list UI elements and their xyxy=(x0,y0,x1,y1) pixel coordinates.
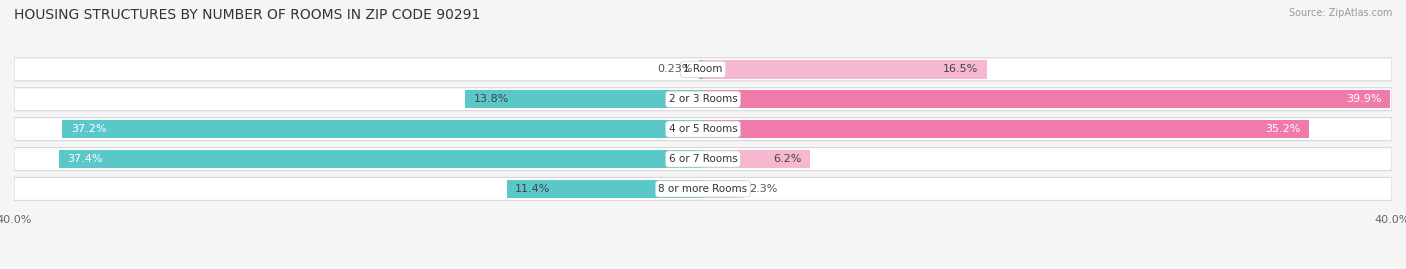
Text: 1 Room: 1 Room xyxy=(683,64,723,74)
FancyBboxPatch shape xyxy=(14,177,1392,200)
Text: 11.4%: 11.4% xyxy=(515,184,551,194)
Text: 35.2%: 35.2% xyxy=(1265,124,1301,134)
Text: 6 or 7 Rooms: 6 or 7 Rooms xyxy=(669,154,737,164)
Text: 37.2%: 37.2% xyxy=(70,124,107,134)
Text: 37.4%: 37.4% xyxy=(67,154,103,164)
Bar xyxy=(62,120,703,138)
Text: 39.9%: 39.9% xyxy=(1346,94,1382,104)
Text: 4 or 5 Rooms: 4 or 5 Rooms xyxy=(669,124,737,134)
Bar xyxy=(703,180,742,198)
Bar xyxy=(59,150,703,168)
Bar xyxy=(506,180,703,198)
FancyBboxPatch shape xyxy=(14,118,1392,141)
Bar xyxy=(703,150,810,168)
Text: 16.5%: 16.5% xyxy=(943,64,979,74)
Bar xyxy=(465,90,703,108)
FancyBboxPatch shape xyxy=(14,88,1392,111)
FancyBboxPatch shape xyxy=(14,58,1392,81)
Text: 2.3%: 2.3% xyxy=(749,184,778,194)
Text: 6.2%: 6.2% xyxy=(773,154,801,164)
Text: 13.8%: 13.8% xyxy=(474,94,509,104)
Text: 0.23%: 0.23% xyxy=(657,64,692,74)
Bar xyxy=(699,60,703,79)
Text: 2 or 3 Rooms: 2 or 3 Rooms xyxy=(669,94,737,104)
Text: HOUSING STRUCTURES BY NUMBER OF ROOMS IN ZIP CODE 90291: HOUSING STRUCTURES BY NUMBER OF ROOMS IN… xyxy=(14,8,481,22)
Bar xyxy=(703,120,1309,138)
Text: 8 or more Rooms: 8 or more Rooms xyxy=(658,184,748,194)
Bar xyxy=(703,60,987,79)
Text: Source: ZipAtlas.com: Source: ZipAtlas.com xyxy=(1288,8,1392,18)
Bar xyxy=(703,90,1391,108)
FancyBboxPatch shape xyxy=(14,147,1392,171)
